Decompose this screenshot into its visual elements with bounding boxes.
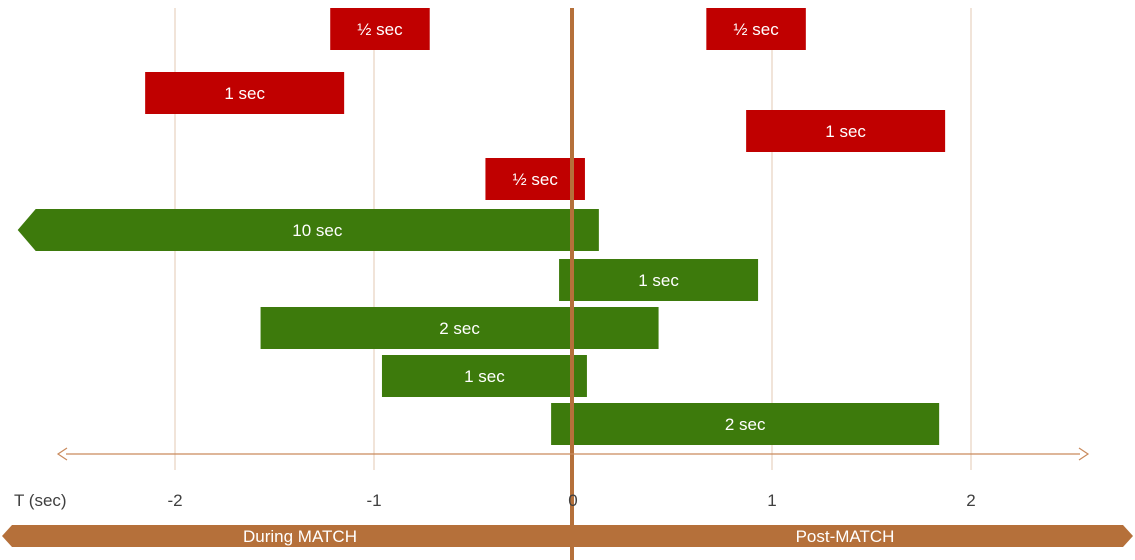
green-duration-bar: 1 sec xyxy=(559,259,759,301)
tick-label: 1 xyxy=(767,491,776,510)
duration-bar-label: 1 sec xyxy=(825,122,866,141)
red-duration-bar: 1 sec xyxy=(145,72,345,114)
duration-bar-label: 2 sec xyxy=(725,415,766,434)
duration-bar-shape xyxy=(746,110,946,152)
tick-labels: -2 -1 0 1 2 xyxy=(167,491,975,510)
tick-label: -2 xyxy=(167,491,182,510)
time-axis-right-arrowhead xyxy=(1078,447,1090,461)
red-duration-bar: ½ sec xyxy=(706,8,806,50)
tick-label: -1 xyxy=(366,491,381,510)
duration-bar-label: ½ sec xyxy=(357,20,403,39)
phase-label-during: During MATCH xyxy=(243,527,357,546)
duration-bar-label: 1 sec xyxy=(224,84,265,103)
duration-bar-shape xyxy=(706,8,806,50)
duration-bar-label: 1 sec xyxy=(464,367,505,386)
duration-bar-label: 1 sec xyxy=(638,271,679,290)
green-duration-bar: 10 sec xyxy=(17,209,599,251)
time-axis: T (sec) xyxy=(14,447,1090,510)
red-duration-bar: ½ sec xyxy=(330,8,430,50)
duration-bars: ½ sec ½ sec 1 sec 1 sec ½ sec 10 sec 1 sec 2 se… xyxy=(17,8,946,445)
axis-title: T (sec) xyxy=(14,491,67,510)
duration-bar-label: ½ sec xyxy=(513,170,559,189)
duration-bar-shape xyxy=(485,158,585,200)
duration-bar-shape xyxy=(551,403,940,445)
duration-bar-shape xyxy=(17,209,599,251)
green-duration-bar: 2 sec xyxy=(551,403,940,445)
red-duration-bar: 1 sec xyxy=(746,110,946,152)
duration-bar-shape xyxy=(145,72,345,114)
duration-bar-shape xyxy=(260,307,659,349)
duration-bar-label: 10 sec xyxy=(292,221,343,240)
green-duration-bar: 2 sec xyxy=(260,307,659,349)
phase-band-arrow xyxy=(2,525,1133,547)
duration-bar-label: 2 sec xyxy=(439,319,480,338)
duration-bar-shape xyxy=(330,8,430,50)
phase-label-post: Post-MATCH xyxy=(796,527,895,546)
green-duration-bar: 1 sec xyxy=(381,355,587,397)
duration-bar-label: ½ sec xyxy=(733,20,779,39)
time-axis-left-arrowhead xyxy=(56,447,68,461)
tick-label: 2 xyxy=(966,491,975,510)
duration-bar-shape xyxy=(381,355,587,397)
duration-bar-shape xyxy=(559,259,759,301)
tick-label: 0 xyxy=(568,491,577,510)
phase-band: During MATCH Post-MATCH xyxy=(2,525,1133,547)
red-duration-bar: ½ sec xyxy=(485,158,585,200)
